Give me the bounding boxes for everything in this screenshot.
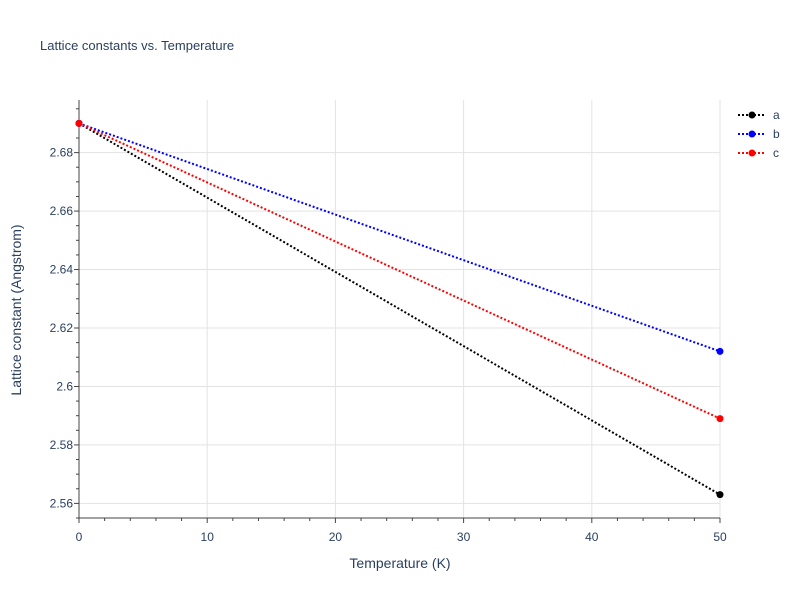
tick-labels: 0 10 20 30 40 50 2.56 2.58 2.6 2.62 2.64 2.66 2.68	[50, 146, 727, 544]
legend-item-b[interactable]: b	[738, 127, 780, 141]
y-tick-label: 2.58	[50, 438, 74, 452]
y-tick-label: 2.64	[50, 263, 74, 277]
legend[interactable]: abc	[738, 108, 780, 160]
x-tick-label: 50	[713, 530, 727, 544]
legend-item-c[interactable]: c	[738, 146, 779, 160]
data-point-a	[716, 491, 724, 499]
x-tick-label: 10	[201, 530, 215, 544]
y-tick-label: 2.6	[56, 379, 73, 393]
y-tick-label: 2.66	[50, 204, 74, 218]
grid-lines	[79, 100, 721, 518]
x-tick-label: 20	[329, 530, 343, 544]
legend-swatch-marker	[748, 111, 756, 119]
legend-label: a	[773, 108, 780, 122]
series-line-b	[78, 122, 721, 353]
data-point-b	[716, 347, 724, 355]
y-axis-title: Lattice constant (Angstrom)	[8, 224, 24, 395]
legend-swatch-marker	[748, 149, 756, 157]
y-tick-label: 2.56	[50, 496, 74, 510]
legend-label: c	[773, 146, 779, 160]
data-point-c	[75, 119, 83, 127]
legend-item-a[interactable]: a	[738, 108, 780, 122]
legend-label: b	[773, 127, 780, 141]
legend-swatch-marker	[748, 130, 756, 138]
data-series	[75, 119, 724, 499]
x-tick-label: 0	[76, 530, 83, 544]
chart-title: Lattice constants vs. Temperature	[40, 38, 234, 53]
x-axis-title: Temperature (K)	[349, 555, 450, 571]
series-line-c	[78, 122, 721, 420]
x-tick-label: 40	[585, 530, 599, 544]
y-tick-label: 2.68	[50, 146, 74, 160]
y-tick-label: 2.62	[50, 321, 74, 335]
series-line-a	[78, 122, 721, 496]
axes	[74, 100, 721, 523]
x-tick-label: 30	[457, 530, 471, 544]
data-point-c	[716, 415, 724, 423]
